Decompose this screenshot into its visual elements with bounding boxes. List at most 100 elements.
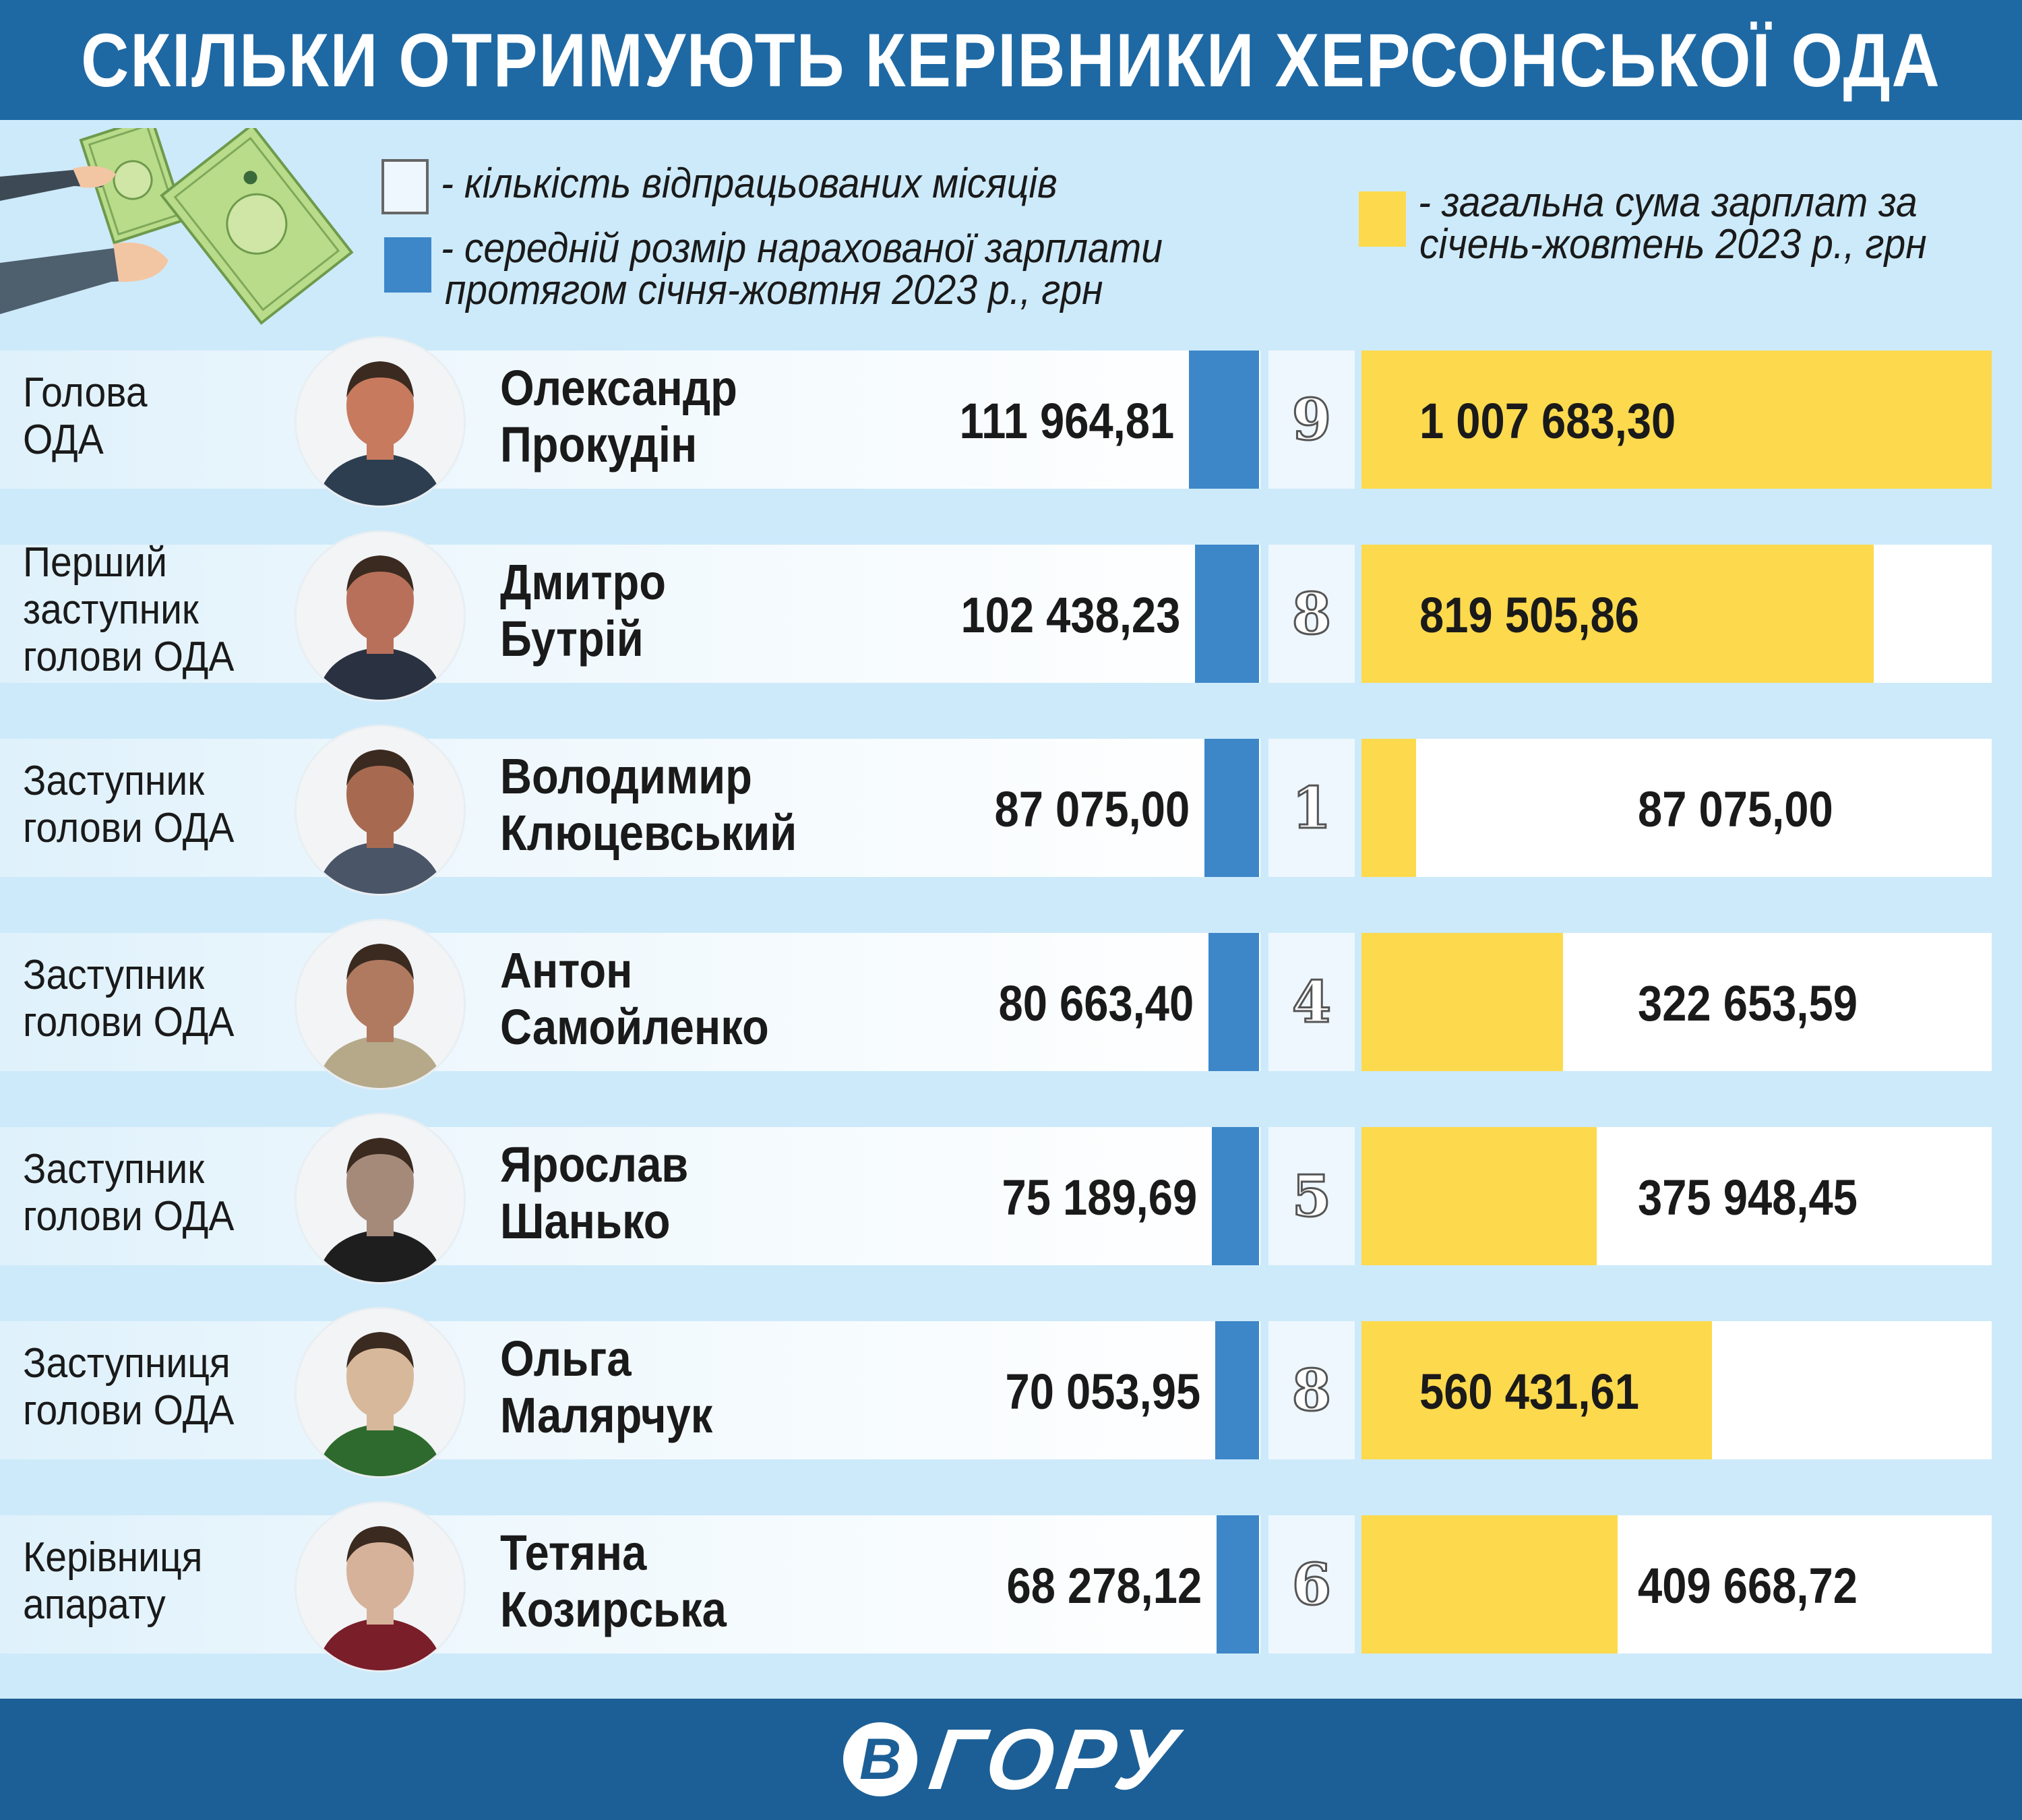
name-line: Дмитро <box>500 554 667 610</box>
average-salary-bar <box>1215 1321 1259 1459</box>
brand-logo-text: ГОРУ <box>924 1711 1186 1808</box>
legend-months-swatch <box>381 159 429 214</box>
total-salary-bar <box>1361 1515 1618 1654</box>
total-salary-bar <box>1361 1321 1712 1459</box>
role-label: Перший заступник голови ОДА <box>23 539 234 681</box>
role-line: голови ОДА <box>23 999 235 1045</box>
months-worked-value: 6 <box>1291 1550 1332 1619</box>
name-line: Клюцевський <box>500 805 797 861</box>
average-salary-value: 80 663,40 <box>998 975 1194 1031</box>
row-band <box>0 1515 1260 1654</box>
months-worked-value: 5 <box>1291 1162 1332 1231</box>
average-salary-bar <box>1208 933 1259 1071</box>
avatar <box>297 921 464 1088</box>
role-label: Заступник голови ОДА <box>23 758 234 852</box>
legend-average-swatch <box>384 237 431 293</box>
total-salary-track: 375 948,45 <box>1361 1127 1992 1265</box>
avatar <box>297 533 464 700</box>
row-band <box>0 1321 1260 1459</box>
avatar <box>297 1309 464 1476</box>
role-line: голови ОДА <box>23 1193 235 1240</box>
legend-average-label-1: - середній розмір нарахованої зарплати <box>441 225 1163 272</box>
total-salary-bar <box>1361 933 1563 1071</box>
total-salary-track: 322 653,59 <box>1361 933 1992 1071</box>
average-salary-bar <box>1217 1515 1259 1654</box>
months-worked-value: 1 <box>1291 774 1332 843</box>
months-worked-cell: 5 <box>1268 1127 1355 1265</box>
role-label: Заступниця голови ОДА <box>23 1340 234 1434</box>
role-label: Керівниця апарату <box>23 1534 203 1629</box>
person-name: Тетяна Козирська <box>500 1525 727 1638</box>
total-salary-track: 409 668,72 <box>1361 1515 1992 1654</box>
months-worked-cell: 6 <box>1268 1515 1355 1654</box>
role-label: Заступник голови ОДА <box>23 1146 234 1240</box>
person-name: Володимир Клюцевський <box>500 748 797 861</box>
total-salary-track: 819 505,86 <box>1361 545 1992 683</box>
table-row: Керівниця апарату Тетяна Козирська 68 278,12… <box>0 1503 2022 1670</box>
role-line: голови ОДА <box>23 805 235 851</box>
portrait-icon <box>297 921 464 1088</box>
person-name: Антон Самойленко <box>500 942 769 1056</box>
average-salary-value: 87 075,00 <box>994 781 1190 837</box>
role-line: Заступник <box>23 1146 205 1192</box>
months-worked-cell: 1 <box>1268 739 1355 877</box>
name-line: Ярослав <box>500 1136 689 1192</box>
portrait-icon <box>297 727 464 894</box>
name-line: Малярчук <box>500 1387 713 1443</box>
table-row: Перший заступник голови ОДА Дмитро Бутрій 102… <box>0 533 2022 700</box>
total-salary-track: 1 007 683,30 <box>1361 351 1992 489</box>
role-line: Заступниця <box>23 1340 231 1387</box>
role-line: апарату <box>23 1581 166 1628</box>
name-line: Володимир <box>500 748 752 804</box>
name-line: Олександр <box>500 360 737 416</box>
role-label: Заступник голови ОДА <box>23 952 234 1046</box>
person-name: Ольга Малярчук <box>500 1331 712 1444</box>
brand-logo-mark: В <box>843 1722 918 1796</box>
average-salary-value: 70 053,95 <box>1005 1364 1200 1420</box>
avatar <box>297 1503 464 1670</box>
portrait-icon <box>297 338 464 506</box>
average-salary-value: 111 964,81 <box>959 393 1174 449</box>
person-name: Дмитро Бутрій <box>500 554 666 667</box>
row-band <box>0 1127 1260 1265</box>
total-salary-value: 1 007 683,30 <box>1419 393 1676 449</box>
name-line: Антон <box>500 942 633 998</box>
table-row: Заступник голови ОДА Антон Самойленко 80 663… <box>0 921 2022 1088</box>
legend-months-label: - кількість відпрацьованих місяців <box>441 160 1058 207</box>
total-salary-bar <box>1361 739 1416 877</box>
role-line: голови ОДА <box>23 1387 235 1434</box>
role-line: Перший <box>23 539 167 586</box>
portrait-icon <box>297 1503 464 1670</box>
average-salary-bar <box>1189 351 1259 489</box>
months-worked-value: 8 <box>1291 1356 1332 1425</box>
name-line: Козирська <box>500 1581 727 1637</box>
legend-total-swatch <box>1359 191 1406 247</box>
average-salary-value: 102 438,23 <box>960 587 1180 643</box>
person-name: Ярослав Шанько <box>500 1136 688 1250</box>
total-salary-value: 560 431,61 <box>1419 1364 1639 1420</box>
role-line: ОДА <box>23 417 104 463</box>
table-row: Заступник голови ОДА Ярослав Шанько 75 189,6… <box>0 1115 2022 1282</box>
months-worked-cell: 9 <box>1268 351 1355 489</box>
role-line: Голова <box>23 369 148 416</box>
name-line: Тетяна <box>500 1525 647 1581</box>
footer-banner: В ГОРУ <box>0 1699 2022 1820</box>
table-row: Заступник голови ОДА Володимир Клюцевський 8… <box>0 727 2022 894</box>
avatar <box>297 338 464 506</box>
average-salary-value: 75 189,69 <box>1002 1170 1197 1225</box>
average-salary-value: 68 278,12 <box>1006 1558 1202 1614</box>
months-worked-cell: 8 <box>1268 1321 1355 1459</box>
name-line: Шанько <box>500 1193 671 1249</box>
row-band <box>0 545 1260 683</box>
portrait-icon <box>297 533 464 700</box>
row-band <box>0 351 1260 489</box>
name-line: Прокудін <box>500 417 698 473</box>
months-worked-cell: 4 <box>1268 933 1355 1071</box>
money-hands-illustration <box>0 128 354 325</box>
legend-total-label-2: січень-жовтень 2023 р., грн <box>1419 221 1927 268</box>
months-worked-cell: 8 <box>1268 545 1355 683</box>
banknote-large-icon <box>160 128 354 325</box>
legend-total-label-1: - загальна сума зарплат за <box>1418 179 1918 226</box>
total-salary-value: 375 948,45 <box>1638 1170 1858 1225</box>
total-salary-track: 560 431,61 <box>1361 1321 1992 1459</box>
